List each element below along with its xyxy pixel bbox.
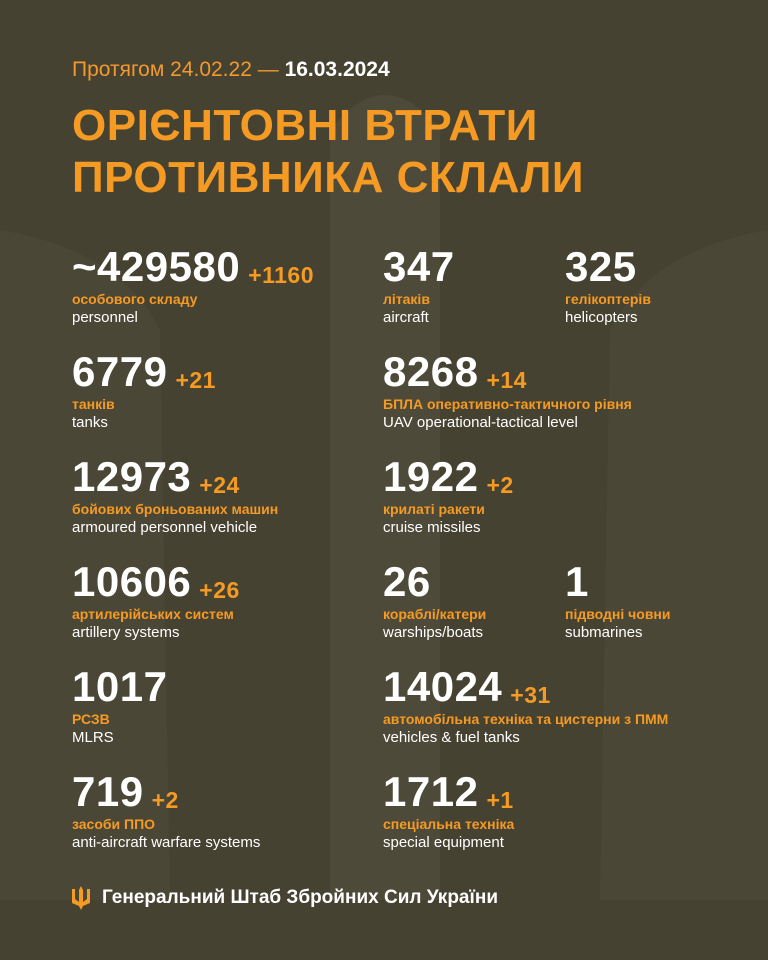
stat-label-en: aircraft: [383, 309, 429, 326]
stat-submarines: 1 підводні човни submarines: [565, 558, 671, 642]
stat-value: 8268 +14: [383, 348, 527, 395]
footer: Генеральний Штаб Збройних Сил України: [72, 886, 498, 910]
stat-special-equipment: 1712 +1 спеціальна техніка special equipm…: [383, 768, 515, 852]
stat-value: 1: [565, 558, 589, 605]
stat-label-ua: крилаті ракети: [383, 501, 485, 517]
stat-label-ua: БПЛА оперативно-тактичного рівня: [383, 396, 632, 412]
stat-delta: +31: [510, 682, 551, 708]
page-title: ОРІЄНТОВНІ ВТРАТИ ПРОТИВНИКА СКЛАЛИ: [72, 101, 584, 202]
stat-label-en: vehicles & fuel tanks: [383, 729, 520, 746]
stat-value: 12973 +24: [72, 453, 240, 500]
stat-label-en: warships/boats: [383, 624, 484, 641]
stat-delta: +14: [486, 367, 527, 393]
stat-delta: +2: [486, 472, 514, 498]
stat-label-en: artillery systems: [72, 624, 180, 641]
stat-uav-operational-tactical-level: 8268 +14 БПЛА оперативно-тактичного рівня…: [383, 348, 632, 432]
stat-helicopters: 325 гелікоптерів helicopters: [565, 243, 651, 327]
stat-value: 14024 +31: [383, 663, 551, 710]
stat-value: ~429580 +1160: [72, 243, 315, 290]
stat-label-en: helicopters: [565, 309, 638, 326]
stat-value: 1922 +2: [383, 453, 514, 500]
stat-warships-boats: 26 кораблі/катери warships/boats: [383, 558, 487, 642]
stat-label-ua: РСЗВ: [72, 711, 110, 727]
stat-label-ua: гелікоптерів: [565, 291, 651, 307]
stat-personnel: ~429580 +1160 особового складу personnel: [72, 243, 315, 327]
stat-label-ua: танків: [72, 396, 115, 412]
stat-label-en: cruise missiles: [383, 519, 481, 536]
stat-label-ua: артилерійських систем: [72, 606, 234, 622]
stat-armoured-personnel-vehicle: 12973 +24 бойових броньованих машин armou…: [72, 453, 279, 537]
stat-delta: +1: [486, 787, 514, 813]
stat-delta: +21: [175, 367, 216, 393]
stat-label-en: tanks: [72, 414, 108, 431]
stat-label-ua: автомобільна техніка та цистерни з ПММ: [383, 711, 669, 727]
stat-value: 325: [565, 243, 637, 290]
stat-value: 6779 +21: [72, 348, 216, 395]
stat-label-en: personnel: [72, 309, 138, 326]
period: Протягом 24.02.22 — 16.03.2024: [72, 58, 390, 81]
stat-delta: +1160: [248, 262, 315, 288]
stat-label-ua: бойових броньованих машин: [72, 501, 279, 517]
stat-label-ua: засоби ППО: [72, 816, 156, 832]
stat-label-ua: кораблі/катери: [383, 606, 487, 622]
trident-icon: [72, 886, 90, 910]
stat-value: 1712 +1: [383, 768, 514, 815]
stat-value: 26: [383, 558, 431, 605]
stat-value: 10606 +26: [72, 558, 240, 605]
stat-label-en: MLRS: [72, 729, 114, 746]
stat-label-en: submarines: [565, 624, 643, 641]
stat-value: 1017: [72, 663, 168, 710]
stat-vehicles-fuel-tanks: 14024 +31 автомобільна техніка та цистерн…: [383, 663, 669, 747]
stat-aircraft: 347 літаків aircraft: [383, 243, 455, 327]
stat-anti-aircraft-warfare-systems: 719 +2 засоби ППО anti-aircraft warfare s…: [72, 768, 261, 852]
stat-label-en: armoured personnel vehicle: [72, 519, 258, 536]
stat-value: 719 +2: [72, 768, 179, 815]
stat-label-en: UAV operational-tactical level: [383, 414, 578, 431]
stat-label-ua: спеціальна техніка: [383, 816, 515, 832]
stat-label-en: anti-aircraft warfare systems: [72, 834, 261, 851]
stat-cruise-missiles: 1922 +2 крилаті ракети cruise missiles: [383, 453, 514, 537]
stat-delta: +2: [151, 787, 179, 813]
stat-label-ua: літаків: [383, 291, 430, 307]
stat-artillery-systems: 10606 +26 артилерійських систем artillery…: [72, 558, 240, 642]
stat-label-en: special equipment: [383, 834, 504, 851]
stat-tanks: 6779 +21 танків tanks: [72, 348, 216, 432]
stat-delta: +26: [199, 577, 240, 603]
stat-mlrs: 1017 РСЗВ MLRS: [72, 663, 168, 747]
stat-value: 347: [383, 243, 455, 290]
stat-label-ua: підводні човни: [565, 606, 671, 622]
stat-delta: +24: [199, 472, 240, 498]
stat-label-ua: особового складу: [72, 291, 198, 307]
